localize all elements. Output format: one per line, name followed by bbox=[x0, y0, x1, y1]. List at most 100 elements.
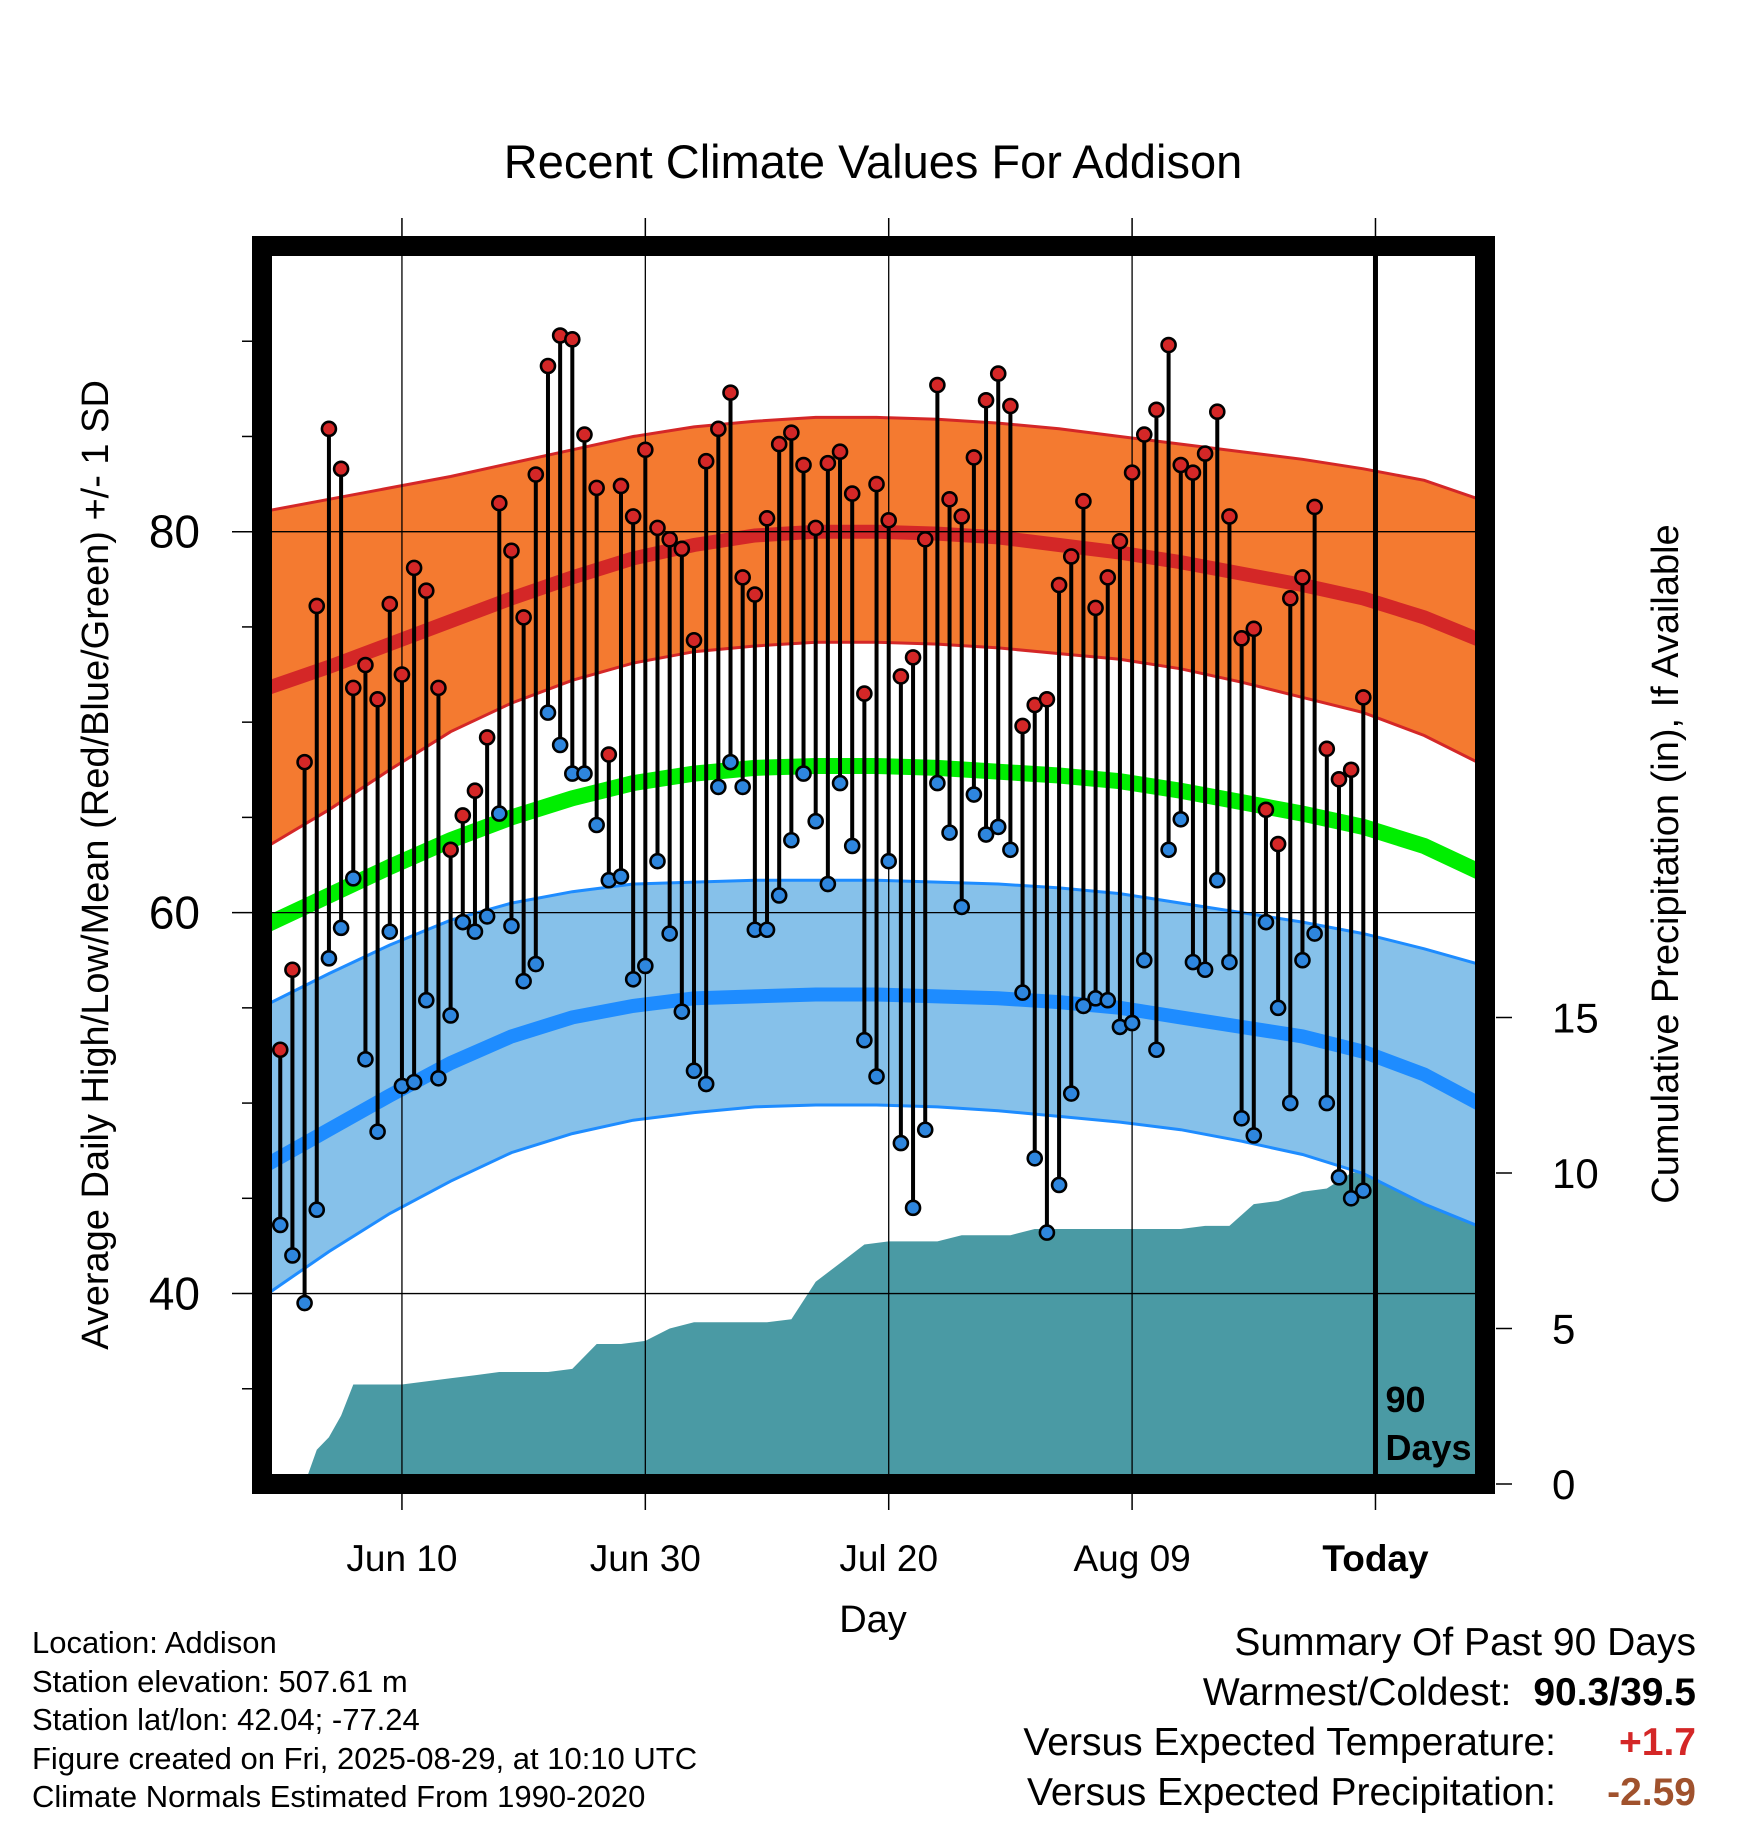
low-point bbox=[1148, 1041, 1165, 1059]
low-point bbox=[989, 818, 1007, 836]
high-point bbox=[1294, 569, 1311, 586]
high-point bbox=[1135, 426, 1153, 443]
high-point bbox=[673, 540, 691, 558]
high-point bbox=[697, 452, 715, 470]
high-point bbox=[1014, 717, 1031, 735]
low-point bbox=[515, 972, 532, 990]
summary-temp-row: Versus Expected Temperature: +1.7 bbox=[1023, 1718, 1696, 1768]
high-point bbox=[831, 443, 849, 460]
high-point bbox=[1172, 456, 1190, 474]
low-point bbox=[1196, 961, 1214, 979]
high-point bbox=[1050, 576, 1068, 594]
x-tick-label: Jun 30 bbox=[590, 1538, 701, 1579]
low-point bbox=[1342, 1190, 1360, 1207]
high-point bbox=[868, 475, 885, 493]
low-point bbox=[843, 837, 861, 855]
low-point bbox=[649, 852, 666, 870]
low-point bbox=[381, 923, 399, 940]
high-point bbox=[344, 679, 362, 697]
low-point bbox=[1184, 953, 1202, 971]
low-point bbox=[1221, 953, 1238, 971]
low-point bbox=[296, 1294, 313, 1312]
created-text: Figure created on Fri, 2025-08-29, at 10… bbox=[32, 1740, 698, 1776]
precip-label: Versus Expected Precipitation: bbox=[1027, 1771, 1556, 1814]
low-point bbox=[1160, 841, 1177, 859]
low-point bbox=[1269, 999, 1287, 1017]
high-point bbox=[1281, 590, 1299, 607]
high-point bbox=[1160, 336, 1177, 354]
low-point bbox=[880, 852, 898, 870]
high-point bbox=[977, 391, 995, 409]
low-point bbox=[551, 736, 569, 754]
high-point bbox=[296, 753, 313, 771]
high-point bbox=[576, 426, 593, 443]
observations bbox=[271, 327, 1372, 1312]
high-point bbox=[904, 649, 922, 666]
x-tick-label: Today bbox=[1322, 1538, 1429, 1579]
high-point bbox=[916, 531, 934, 548]
temp-anomaly-value: +1.7 bbox=[1619, 1721, 1696, 1764]
low-point bbox=[1330, 1169, 1348, 1186]
y2-tick-label: 10 bbox=[1552, 1150, 1599, 1197]
high-point bbox=[320, 420, 338, 438]
warm-cold-label: Warmest/Coldest: bbox=[1202, 1671, 1512, 1714]
precip-anomaly-value: -2.59 bbox=[1607, 1771, 1696, 1814]
low-point bbox=[1123, 1014, 1141, 1032]
high-point bbox=[1342, 761, 1360, 779]
high-point bbox=[527, 466, 545, 483]
low-point bbox=[417, 991, 435, 1009]
high-point bbox=[1257, 801, 1275, 819]
low-point bbox=[1172, 810, 1190, 828]
x-axis-label: Day bbox=[839, 1599, 907, 1641]
summary-title: Summary Of Past 90 Days bbox=[1234, 1621, 1696, 1664]
precip-area bbox=[304, 1169, 1485, 1484]
low-point bbox=[576, 765, 593, 782]
high-point bbox=[1221, 508, 1238, 525]
low-point bbox=[795, 765, 812, 782]
low-point bbox=[831, 774, 849, 792]
high-point bbox=[941, 491, 958, 508]
high-point bbox=[953, 508, 971, 525]
high-point bbox=[454, 807, 472, 824]
high-point bbox=[989, 365, 1007, 382]
low-point bbox=[1062, 1085, 1080, 1102]
low-point bbox=[1038, 1224, 1056, 1241]
low-point bbox=[405, 1073, 423, 1091]
low-point bbox=[637, 957, 654, 975]
normals-text: Climate Normals Estimated From 1990-2020 bbox=[32, 1779, 646, 1814]
high-point bbox=[1318, 740, 1336, 758]
summary-warm-cold-row: Warmest/Coldest: 90.3/39.5 bbox=[1023, 1668, 1696, 1718]
temp-label: Versus Expected Temperature: bbox=[1023, 1721, 1556, 1764]
low-point bbox=[539, 704, 557, 721]
high-point bbox=[369, 690, 386, 708]
low-point bbox=[1294, 951, 1311, 969]
low-point bbox=[758, 921, 776, 939]
high-point bbox=[807, 519, 824, 537]
low-point bbox=[1075, 997, 1092, 1015]
low-point bbox=[588, 816, 605, 834]
high-point bbox=[1123, 464, 1141, 481]
high-point bbox=[1062, 548, 1080, 565]
low-point bbox=[1208, 871, 1226, 889]
high-point bbox=[1075, 492, 1092, 510]
high-point bbox=[661, 531, 678, 548]
high-point bbox=[588, 479, 605, 497]
high-point bbox=[856, 685, 873, 702]
high-point bbox=[722, 384, 739, 401]
high-point bbox=[1087, 599, 1104, 617]
y2-tick-label: 0 bbox=[1552, 1461, 1575, 1508]
high-point bbox=[357, 656, 374, 674]
low-point bbox=[965, 786, 983, 803]
high-point bbox=[795, 456, 812, 474]
high-point bbox=[284, 961, 301, 979]
low-point bbox=[612, 868, 630, 885]
low-point bbox=[490, 805, 508, 822]
y-tick-label: 60 bbox=[149, 887, 200, 939]
high-point bbox=[758, 510, 776, 527]
high-point bbox=[1245, 620, 1263, 638]
low-sd-band bbox=[268, 880, 1485, 1294]
high-point bbox=[734, 569, 751, 586]
low-point bbox=[478, 908, 496, 925]
high-point bbox=[1233, 630, 1250, 647]
